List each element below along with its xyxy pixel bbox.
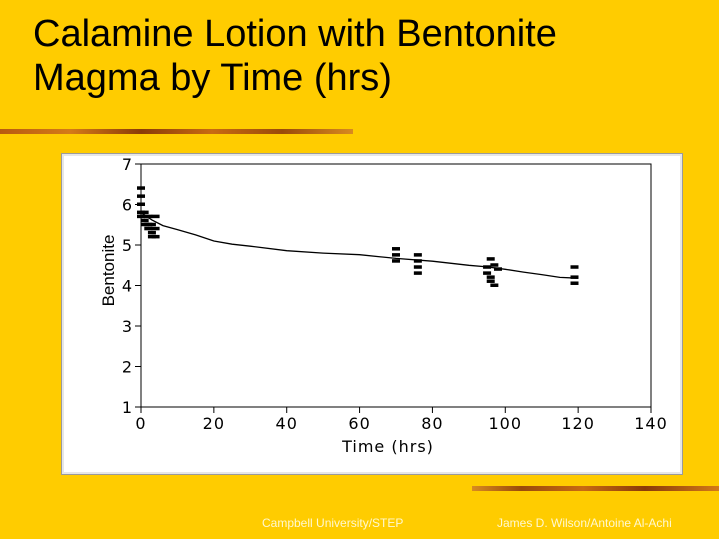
- y-tick-label: 1: [122, 398, 132, 417]
- plot-area-border: [140, 163, 652, 408]
- y-tick-label: 5: [122, 236, 132, 255]
- data-point: [486, 257, 495, 261]
- data-point: [151, 214, 160, 219]
- data-point: [570, 275, 579, 279]
- chart-frame: 0 20 40 60 80 100 120 140 1 2 3 4 5 6 7 Time (hrs) Bento…: [61, 153, 683, 475]
- slide-title-line-1: Calamine Lotion with Bentonite: [33, 13, 557, 55]
- y-tick-label: 4: [122, 277, 132, 296]
- data-point: [137, 186, 145, 190]
- x-tick-label: 140: [634, 414, 668, 433]
- x-tick-label: 120: [561, 414, 595, 433]
- data-point: [147, 230, 156, 235]
- data-point: [570, 281, 579, 285]
- data-point: [494, 267, 502, 271]
- data-point: [147, 222, 156, 227]
- data-point: [413, 259, 422, 263]
- data-point: [413, 253, 422, 257]
- slide-title: Calamine Lotion with Bentonite Magma by …: [33, 12, 693, 100]
- decorative-rule-bottom: [472, 486, 719, 491]
- x-tick-label: 40: [276, 414, 298, 433]
- data-point: [137, 214, 145, 219]
- data-point: [140, 210, 149, 215]
- data-point: [490, 263, 499, 267]
- data-point: [486, 275, 495, 279]
- fit-line: [140, 212, 579, 279]
- data-point: [144, 214, 153, 219]
- x-tick-label: 60: [348, 414, 370, 433]
- x-tick-label: 0: [135, 414, 146, 433]
- decorative-rule-top: [0, 129, 353, 134]
- data-point: [140, 218, 149, 223]
- x-tick-label: 100: [489, 414, 523, 433]
- y-tick-label: 3: [122, 317, 132, 336]
- x-tick-label: 80: [421, 414, 443, 433]
- y-axis-label: Bentonite: [99, 235, 118, 307]
- data-point: [144, 226, 153, 231]
- footer-institution: Campbell University/STEP: [262, 516, 404, 530]
- data-point: [151, 226, 160, 231]
- x-tick-label: 20: [203, 414, 225, 433]
- x-axis-label: Time (hrs): [341, 437, 434, 456]
- data-point: [392, 247, 400, 251]
- y-tick-label: 7: [122, 155, 132, 174]
- chart-canvas: 0 20 40 60 80 100 120 140 1 2 3 4 5 6 7 Time (hrs) Bento…: [99, 155, 668, 456]
- data-point: [570, 265, 579, 269]
- data-point: [392, 253, 400, 257]
- data-point: [490, 283, 499, 287]
- data-point: [392, 259, 400, 263]
- data-point: [137, 202, 145, 206]
- data-point: [483, 271, 492, 275]
- y-tick-label: 2: [122, 358, 132, 377]
- data-point: [413, 271, 422, 275]
- footer-authors: James D. Wilson/Antoine Al-Achi: [497, 516, 672, 530]
- data-point: [151, 234, 160, 239]
- data-point: [413, 265, 422, 269]
- data-point: [137, 194, 145, 198]
- data-point: [486, 279, 495, 283]
- slide-title-line-2: Magma by Time (hrs): [33, 57, 392, 99]
- y-tick-label: 6: [122, 196, 132, 215]
